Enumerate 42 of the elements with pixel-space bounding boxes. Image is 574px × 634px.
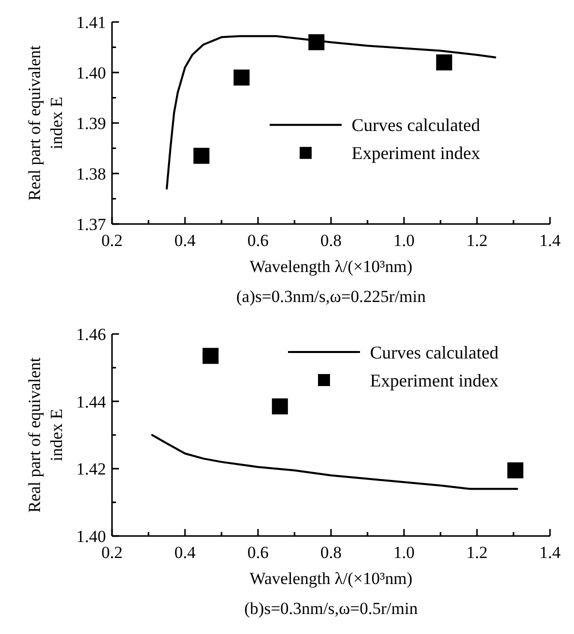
x-tick-label: 1.2 — [466, 543, 488, 562]
y-tick-label: 1.39 — [76, 114, 106, 133]
text: (a)s=0.3nm/s,ω=0.225r/min — [236, 287, 426, 306]
x-tick-label: 0.6 — [247, 231, 269, 250]
legend-label: Experiment index — [370, 370, 498, 390]
point — [308, 34, 324, 50]
x-tick-label: 1.4 — [539, 543, 562, 562]
y-tick-label: 1.44 — [76, 392, 106, 412]
x-tick-label: 0.2 — [101, 231, 123, 250]
y-tick-label: 1.37 — [76, 214, 106, 234]
x-tick-label: 0.4 — [174, 543, 196, 562]
y-axis-title: Real part of equivalent index E — [25, 45, 66, 201]
point — [234, 70, 250, 86]
x-tick-label: 1.0 — [393, 231, 415, 250]
line-series — [166, 35, 496, 190]
legend-label: Curves calculated — [370, 342, 498, 362]
x-tick-label: 0.8 — [320, 231, 342, 250]
point — [272, 398, 288, 414]
point — [193, 148, 210, 164]
x-axis-title: Wavelength λ/(×10³nm) — [250, 569, 412, 588]
x-tick-label: 0.2 — [101, 543, 123, 562]
x-tick-label: 1.2 — [466, 231, 488, 250]
point — [202, 348, 219, 364]
y-axis-title: Real part of equivalent index E — [25, 357, 66, 513]
legend-label: Experiment index — [352, 143, 480, 164]
legend-label: Curves calculated — [352, 115, 480, 136]
y-tick-label: 1.41 — [76, 12, 106, 32]
y-tick-label: 1.46 — [76, 324, 106, 344]
line-series — [151, 434, 518, 490]
x-tick-label: 1.0 — [393, 543, 415, 562]
text: (b)s=0.3nm/s,ω=0.5r/min — [244, 599, 418, 618]
x-tick-label: 0.6 — [247, 543, 269, 562]
y-tick-label: 1.42 — [76, 460, 106, 479]
y-tick-label: 1.38 — [76, 164, 106, 184]
x-tick-label: 0.4 — [174, 231, 196, 250]
y-tick-label: 1.40 — [76, 63, 106, 82]
point — [507, 462, 524, 478]
x-axis-title: Wavelength λ/(×10³nm) — [250, 257, 412, 276]
x-tick-label: 1.4 — [539, 231, 562, 250]
y-tick-label: 1.40 — [76, 526, 106, 546]
point — [436, 54, 452, 70]
x-tick-label: 0.8 — [320, 543, 342, 562]
